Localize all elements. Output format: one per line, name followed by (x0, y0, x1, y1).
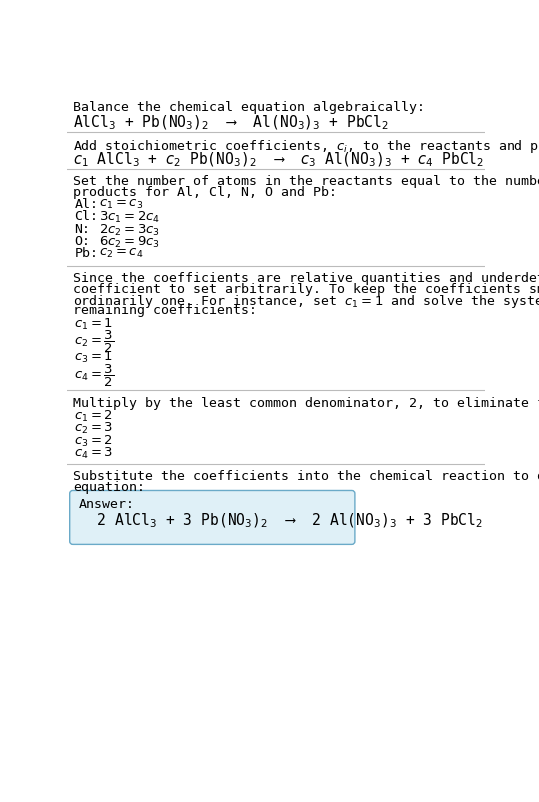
Text: Since the coefficients are relative quantities and underdetermined, choose a: Since the coefficients are relative quan… (73, 272, 539, 285)
Text: Substitute the coefficients into the chemical reaction to obtain the balanced: Substitute the coefficients into the che… (73, 471, 539, 484)
Text: N:: N: (74, 222, 91, 236)
Text: $2 c_2 = 3 c_3$: $2 c_2 = 3 c_3$ (99, 222, 160, 237)
Text: ordinarily one. For instance, set $c_1 = 1$ and solve the system of equations fo: ordinarily one. For instance, set $c_1 =… (73, 294, 539, 310)
Text: O:: O: (74, 235, 91, 248)
Text: Balance the chemical equation algebraically:: Balance the chemical equation algebraica… (73, 101, 425, 114)
Text: $c_4 = \dfrac{3}{2}$: $c_4 = \dfrac{3}{2}$ (74, 363, 115, 389)
Text: coefficient to set arbitrarily. To keep the coefficients small, the arbitrary va: coefficient to set arbitrarily. To keep … (73, 282, 539, 296)
Text: $c_3 = 2$: $c_3 = 2$ (74, 434, 113, 448)
Text: $6 c_2 = 9 c_3$: $6 c_2 = 9 c_3$ (99, 235, 160, 250)
Text: Add stoichiometric coefficients, $c_i$, to the reactants and products:: Add stoichiometric coefficients, $c_i$, … (73, 138, 539, 155)
Text: $c_2 = 3$: $c_2 = 3$ (74, 421, 114, 436)
Text: Set the number of atoms in the reactants equal to the number of atoms in the: Set the number of atoms in the reactants… (73, 175, 539, 188)
Text: equation:: equation: (73, 481, 145, 494)
Text: $c_4 = 3$: $c_4 = 3$ (74, 446, 114, 461)
Text: 2 AlCl$_3$ + 3 Pb(NO$_3$)$_2$  ⟶  2 Al(NO$_3$)$_3$ + 3 PbCl$_2$: 2 AlCl$_3$ + 3 Pb(NO$_3$)$_2$ ⟶ 2 Al(NO$… (79, 512, 483, 530)
Text: $3 c_1 = 2 c_4$: $3 c_1 = 2 c_4$ (99, 210, 161, 225)
Text: Al:: Al: (74, 198, 98, 211)
Text: $c_1 = c_3$: $c_1 = c_3$ (99, 198, 143, 211)
Text: products for Al, Cl, N, O and Pb:: products for Al, Cl, N, O and Pb: (73, 185, 337, 199)
Text: $c_1$ AlCl$_3$ + $c_2$ Pb(NO$_3$)$_2$  ⟶  $c_3$ Al(NO$_3$)$_3$ + $c_4$ PbCl$_2$: $c_1$ AlCl$_3$ + $c_2$ Pb(NO$_3$)$_2$ ⟶ … (73, 150, 484, 168)
Text: AlCl$_3$ + Pb(NO$_3$)$_2$  ⟶  Al(NO$_3$)$_3$ + PbCl$_2$: AlCl$_3$ + Pb(NO$_3$)$_2$ ⟶ Al(NO$_3$)$_… (73, 113, 389, 132)
Text: $c_1 = 2$: $c_1 = 2$ (74, 409, 113, 424)
Text: Multiply by the least common denominator, 2, to eliminate fractional coefficient: Multiply by the least common denominator… (73, 396, 539, 410)
Text: $c_1 = 1$: $c_1 = 1$ (74, 317, 113, 331)
Text: Pb:: Pb: (74, 247, 98, 260)
Text: $c_2 = c_4$: $c_2 = c_4$ (99, 247, 143, 261)
Text: Cl:: Cl: (74, 210, 98, 223)
Text: $c_2 = \dfrac{3}{2}$: $c_2 = \dfrac{3}{2}$ (74, 329, 115, 355)
Text: $c_3 = 1$: $c_3 = 1$ (74, 350, 113, 366)
Text: remaining coefficients:: remaining coefficients: (73, 304, 257, 317)
Text: Answer:: Answer: (79, 498, 135, 511)
FancyBboxPatch shape (70, 491, 355, 545)
